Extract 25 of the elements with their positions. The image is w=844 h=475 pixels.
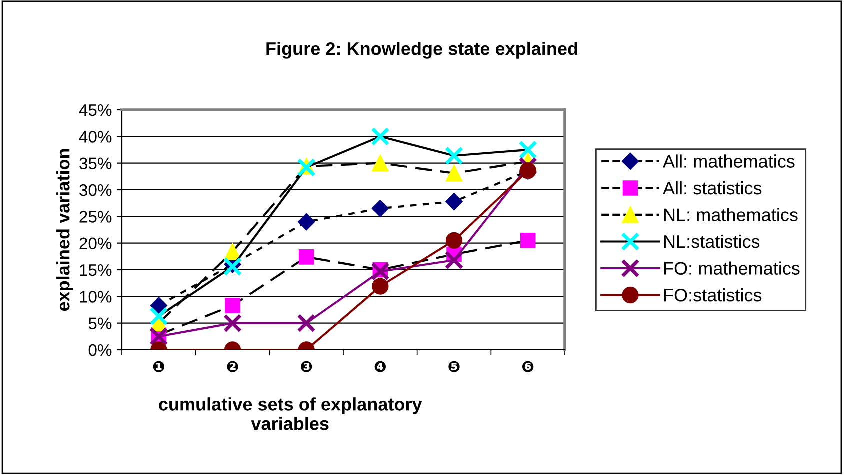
y-tick-label: 15%	[80, 264, 112, 276]
x-tick-label: ❶	[153, 361, 164, 372]
y-tick-label: 5%	[88, 318, 112, 330]
y-tick-label: 25%	[80, 211, 112, 223]
x-tick-label: ❺	[448, 361, 460, 372]
y-tick-label: 10%	[80, 291, 112, 303]
x-tick-label: ❷	[227, 361, 238, 372]
legend-label: FO:statistics	[664, 288, 762, 302]
y-tick-label: 0%	[88, 344, 112, 356]
legend-label: All: statistics	[663, 181, 762, 195]
y-tick-label: 20%	[80, 238, 112, 250]
legend-label: FO: mathematics	[664, 262, 800, 275]
x-axis-title: cumulative sets of explanatory variables	[159, 398, 422, 430]
y-tick-label: 35%	[80, 158, 112, 170]
legend-label: NL:statistics	[664, 234, 760, 248]
x-tick-label: ❻	[522, 361, 534, 372]
x-tick-label: ❹	[374, 361, 386, 372]
legend-label: All: mathematics	[663, 154, 795, 168]
y-tick-label: 45%	[79, 104, 112, 116]
legend-label: NL: mathematics	[664, 208, 798, 222]
y-axis-title: explained variation	[56, 149, 74, 312]
chart-title: Figure 2: Knowledge state explained	[266, 42, 578, 59]
x-tick-label: ❸	[301, 361, 312, 372]
y-tick-label: 30%	[80, 184, 112, 196]
y-tick-label: 40%	[79, 131, 112, 143]
